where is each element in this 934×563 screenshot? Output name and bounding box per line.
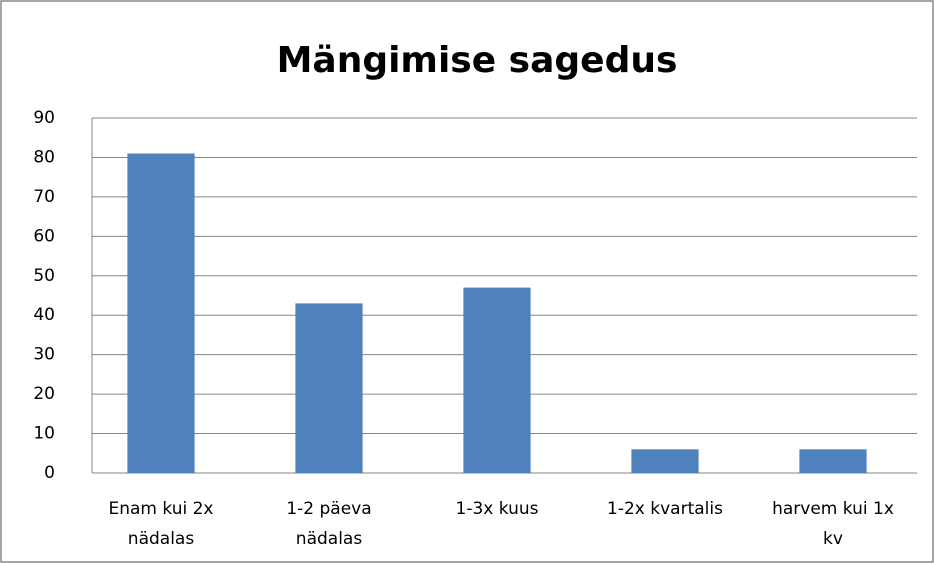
bar [463, 287, 531, 473]
bar [631, 449, 699, 473]
y-tick-label: 80 [33, 147, 55, 167]
y-tick-label: 90 [33, 108, 55, 128]
y-tick-label: 10 [33, 424, 55, 444]
x-tick-label: Enam kui 2x nädalas [108, 499, 214, 549]
x-tick-label: 1-3x kuus [455, 499, 539, 519]
y-tick-label: 50 [33, 266, 55, 286]
bar [127, 153, 195, 473]
x-tick-label: 1-2x kvartalis [607, 499, 723, 519]
y-tick-label: 70 [33, 187, 55, 207]
y-tick-label: 0 [44, 463, 55, 483]
bar [799, 449, 867, 473]
bar [295, 303, 363, 473]
chart-title: Mängimise sagedus [277, 40, 678, 81]
y-tick-label: 40 [33, 305, 55, 325]
x-tick-label: harvem kui 1x kv [772, 499, 894, 549]
y-tick-label: 60 [33, 226, 55, 246]
x-tick-label: 1-2 päeva nädalas [286, 499, 372, 549]
y-tick-label: 30 [33, 345, 55, 365]
y-tick-label: 20 [33, 384, 55, 404]
